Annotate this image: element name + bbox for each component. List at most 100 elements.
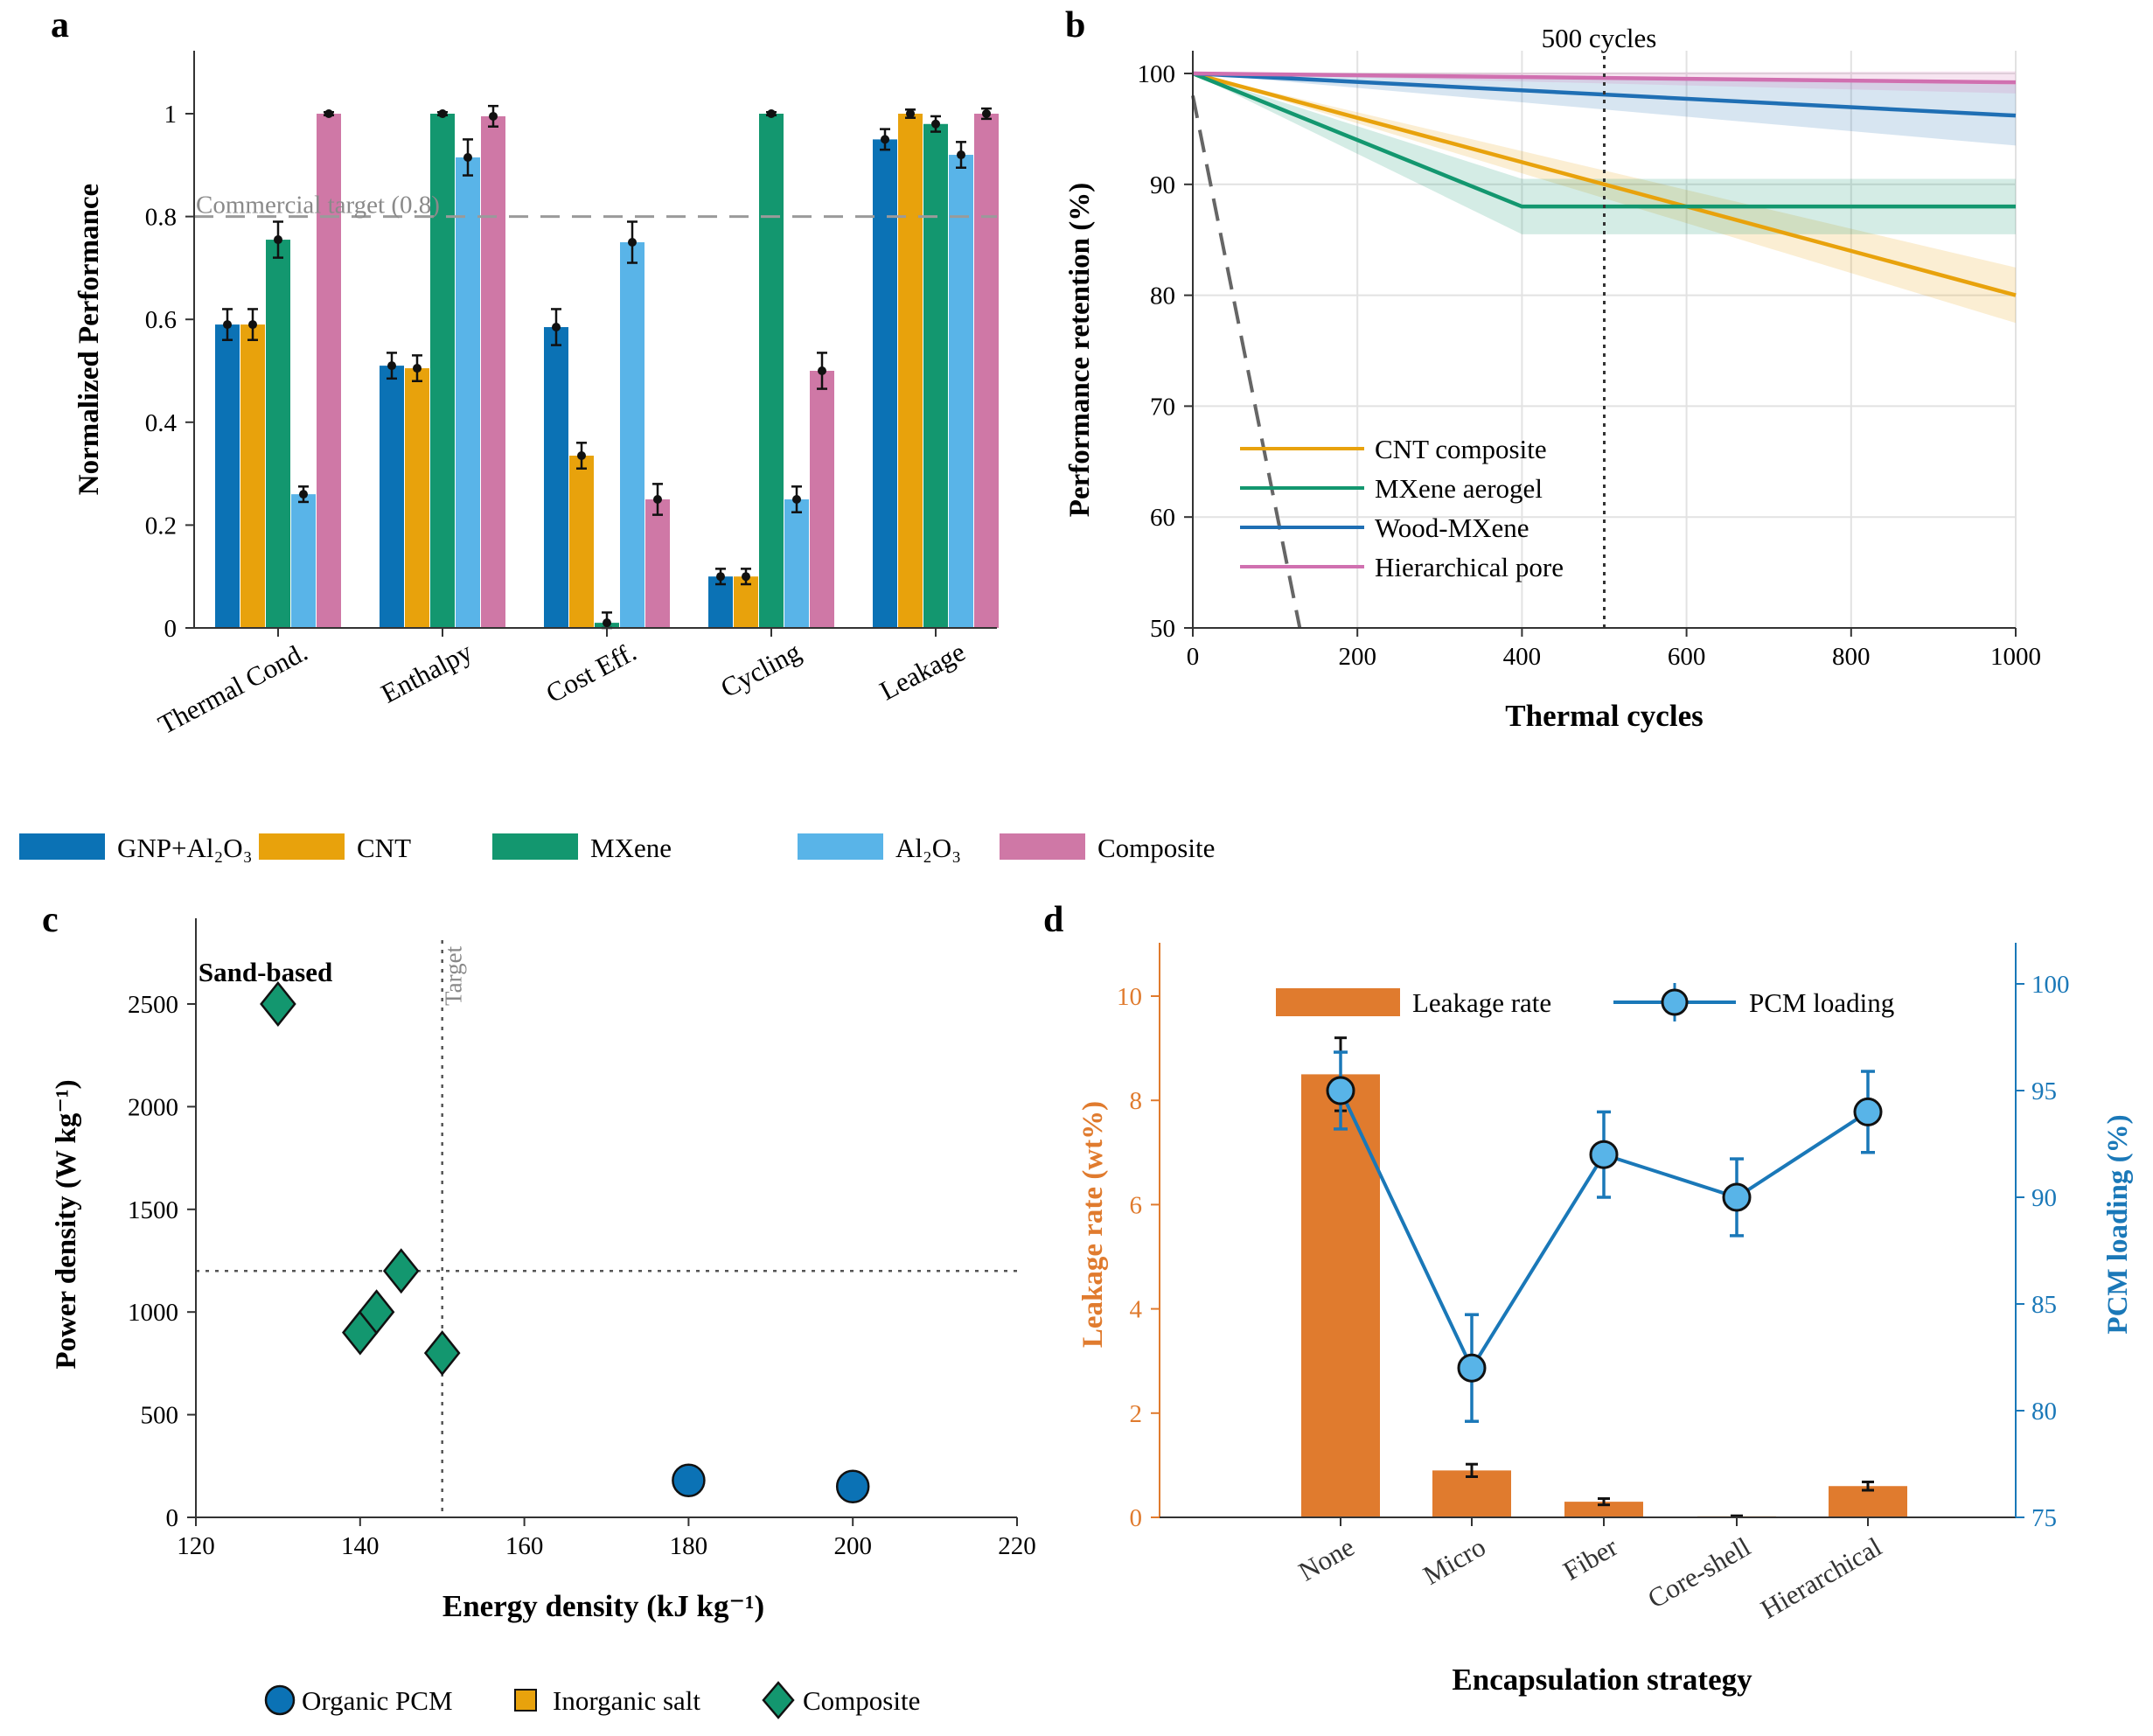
x-tick-label: None bbox=[1293, 1531, 1360, 1587]
legend-swatch bbox=[492, 833, 578, 860]
legend-bar-swatch bbox=[1276, 988, 1400, 1016]
x-axis-label: Energy density (kJ kg⁻¹) bbox=[442, 1589, 764, 1623]
legend-label: Hierarchical pore bbox=[1375, 552, 1564, 582]
bar bbox=[759, 114, 784, 628]
mean-dot bbox=[438, 109, 447, 118]
mean-dot bbox=[387, 361, 396, 371]
mean-dot bbox=[881, 135, 889, 144]
y-tick-label: 1000 bbox=[128, 1299, 178, 1327]
composite-point bbox=[260, 980, 296, 1028]
x-tick-label: Hierarchical bbox=[1755, 1531, 1886, 1625]
mean-dot bbox=[767, 109, 776, 118]
mean-dot bbox=[906, 109, 915, 118]
bar bbox=[974, 114, 999, 628]
legend-label: Wood-MXene bbox=[1375, 512, 1529, 543]
y-tick-label: 500 bbox=[141, 1402, 179, 1430]
baseline-decline-line bbox=[1191, 94, 1302, 629]
x-axis-label: Encapsulation strategy bbox=[1452, 1663, 1752, 1697]
x-tick-label: 140 bbox=[341, 1532, 380, 1560]
legend-swatch bbox=[259, 833, 345, 860]
pcm-loading-point bbox=[1722, 1182, 1752, 1212]
y-tick-label: 0.2 bbox=[145, 512, 177, 540]
panel-letter-a: a bbox=[51, 5, 69, 45]
x-tick-label: Thermal Cond. bbox=[153, 636, 312, 740]
legend-label: CNT composite bbox=[1375, 434, 1547, 464]
x-tick-label: Leakage bbox=[874, 636, 970, 706]
bar bbox=[544, 327, 568, 628]
bar bbox=[266, 240, 290, 628]
x-tick-label: Micro bbox=[1418, 1531, 1490, 1591]
right-y-tick-label: 85 bbox=[2031, 1291, 2057, 1319]
y-axis-label: Performance retention (%) bbox=[1064, 183, 1096, 517]
bar bbox=[456, 157, 480, 629]
commercial-target-label: Commercial target (0.8) bbox=[196, 192, 440, 220]
legend-marker bbox=[1661, 988, 1689, 1016]
bar bbox=[873, 139, 897, 628]
y-tick-label: 1500 bbox=[128, 1196, 178, 1224]
left-y-tick-label: 6 bbox=[1130, 1191, 1143, 1219]
y-tick-label: 80 bbox=[1150, 282, 1175, 310]
legend-label: Inorganic salt bbox=[553, 1685, 700, 1716]
legend-label: PCM loading bbox=[1749, 987, 1894, 1018]
legend-swatch bbox=[19, 833, 105, 860]
bar bbox=[569, 456, 594, 628]
y-tick-label: 0 bbox=[164, 615, 178, 643]
legend-label: CNT bbox=[357, 833, 411, 863]
y-tick-label: 0.6 bbox=[145, 306, 177, 334]
bar bbox=[317, 114, 341, 628]
series-line bbox=[1192, 71, 2016, 209]
x-tick-label: 220 bbox=[998, 1532, 1036, 1560]
pcm-loading-point bbox=[1853, 1097, 1883, 1126]
bar bbox=[784, 499, 809, 628]
panel-letter-d: d bbox=[1043, 900, 1063, 940]
y-axis-label: Power density (W kg⁻¹) bbox=[51, 1079, 82, 1369]
bar bbox=[215, 324, 240, 628]
mean-dot bbox=[489, 111, 498, 121]
target-label: Target bbox=[441, 945, 467, 1006]
mean-dot bbox=[274, 235, 282, 245]
bar bbox=[620, 242, 645, 628]
sand-based-annotation: Sand-based bbox=[199, 957, 332, 987]
legend-label: Leakage rate bbox=[1412, 987, 1551, 1018]
right-y-axis-label: PCM loading (%) bbox=[2102, 1114, 2134, 1334]
legend-label: Composite bbox=[803, 1685, 920, 1716]
x-tick-label: 160 bbox=[505, 1532, 544, 1560]
composite-point bbox=[382, 1248, 420, 1294]
bar bbox=[405, 368, 429, 628]
bar bbox=[949, 155, 973, 629]
left-y-tick-label: 4 bbox=[1130, 1296, 1143, 1324]
legend-square-marker bbox=[514, 1689, 537, 1712]
mean-dot bbox=[957, 150, 965, 160]
mean-dot bbox=[603, 618, 611, 628]
y-tick-label: 50 bbox=[1150, 615, 1175, 643]
pcm-loading-point bbox=[1326, 1076, 1355, 1105]
x-tick-label: Core-shell bbox=[1642, 1531, 1755, 1614]
right-y-tick-label: 75 bbox=[2031, 1504, 2057, 1532]
legend-diamond-marker bbox=[762, 1681, 795, 1719]
y-tick-label: 70 bbox=[1150, 393, 1175, 421]
mean-dot bbox=[577, 451, 586, 461]
y-tick-label: 0.4 bbox=[145, 409, 178, 437]
leakage-bar bbox=[1564, 1502, 1643, 1517]
left-y-tick-label: 8 bbox=[1130, 1087, 1143, 1115]
panel-a-bar-chart: Commercial target (0.8) 0 0.2 0.4 0.6 0.8 1 Th… bbox=[19, 51, 1215, 863]
series-line bbox=[1192, 71, 2017, 85]
y-tick-label: 100 bbox=[1138, 60, 1176, 88]
x-tick-label: 200 bbox=[833, 1532, 872, 1560]
series-line bbox=[1192, 71, 2017, 297]
bar bbox=[810, 371, 834, 628]
legend-label: MXene bbox=[590, 833, 672, 863]
mean-dot bbox=[324, 109, 333, 118]
x-tick-label: Cost Eff. bbox=[541, 636, 642, 708]
legend-swatch bbox=[1000, 833, 1085, 860]
x-tick-label: 1000 bbox=[1990, 643, 2041, 671]
legend-label: Organic PCM bbox=[302, 1685, 453, 1716]
mean-dot bbox=[413, 364, 422, 373]
500-cycles-label: 500 cycles bbox=[1542, 23, 1657, 53]
pcm-loading-point bbox=[1589, 1140, 1619, 1169]
right-y-tick-label: 100 bbox=[2031, 971, 2070, 999]
mean-dot bbox=[299, 490, 308, 499]
mean-dot bbox=[982, 109, 991, 118]
x-tick-label: 120 bbox=[177, 1532, 215, 1560]
